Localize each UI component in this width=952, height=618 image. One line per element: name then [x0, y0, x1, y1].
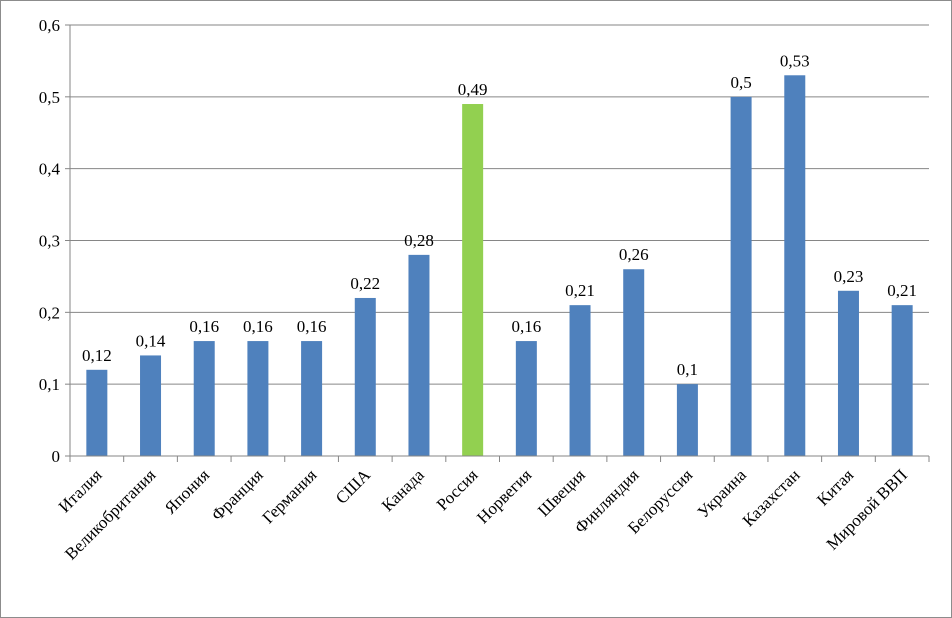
bar — [730, 96, 752, 456]
bar — [86, 369, 108, 456]
category-label: Италия — [55, 465, 106, 516]
x-axis — [69, 25, 930, 462]
category-label: Россия — [433, 465, 482, 514]
bar — [623, 269, 645, 456]
data-label: 0,12 — [82, 346, 112, 365]
data-label: 0,26 — [619, 245, 649, 264]
data-label: 0,22 — [350, 274, 380, 293]
bar — [247, 341, 269, 456]
bar — [301, 341, 323, 456]
category-label: Канада — [378, 465, 428, 515]
data-label: 0,14 — [136, 331, 166, 350]
category-label: Казахстан — [739, 465, 804, 530]
bar — [354, 297, 376, 456]
y-tick-label: 0,4 — [39, 160, 61, 179]
data-label: 0,53 — [780, 51, 810, 70]
bar — [462, 104, 484, 457]
data-labels: 0,12 0,14 0,16 0,16 0,16 0,22 0,28 0,49 0,16 0,21… — [82, 51, 917, 379]
bar — [891, 305, 913, 456]
bar — [140, 355, 162, 456]
bar — [784, 75, 806, 457]
y-tick-label: 0,5 — [39, 88, 60, 107]
y-axis-ticks: 0 0,1 0,2 0,3 0,4 0,5 0,6 — [39, 16, 70, 466]
y-tick-label: 0 — [52, 447, 61, 466]
data-label: 0,1 — [677, 360, 698, 379]
data-label: 0,5 — [730, 73, 751, 92]
bar — [408, 254, 430, 456]
bar — [193, 341, 215, 456]
y-tick-label: 0,6 — [39, 16, 60, 35]
y-tick-label: 0,2 — [39, 303, 60, 322]
y-tick-label: 0,1 — [39, 375, 60, 394]
data-label: 0,21 — [565, 281, 595, 300]
data-label: 0,16 — [511, 317, 541, 336]
data-label: 0,16 — [297, 317, 327, 336]
category-label: США — [332, 465, 375, 508]
y-tick-label: 0,3 — [39, 232, 60, 251]
data-label: 0,49 — [458, 80, 488, 99]
category-label: Германия — [259, 465, 321, 527]
data-label: 0,16 — [189, 317, 219, 336]
category-label: Норвегия — [473, 465, 535, 527]
bar — [676, 384, 698, 456]
bar — [569, 305, 591, 456]
category-label: Великобритания — [61, 465, 159, 563]
data-label: 0,16 — [243, 317, 273, 336]
bar — [837, 290, 859, 456]
data-label: 0,21 — [887, 281, 917, 300]
category-label: Китая — [813, 465, 857, 509]
data-label: 0,28 — [404, 231, 434, 250]
category-label: Швеция — [534, 465, 589, 520]
bars — [86, 75, 913, 457]
category-label: Франция — [208, 465, 267, 524]
data-label: 0,23 — [834, 267, 864, 286]
category-label: Япония — [161, 465, 213, 517]
bar — [515, 341, 537, 456]
